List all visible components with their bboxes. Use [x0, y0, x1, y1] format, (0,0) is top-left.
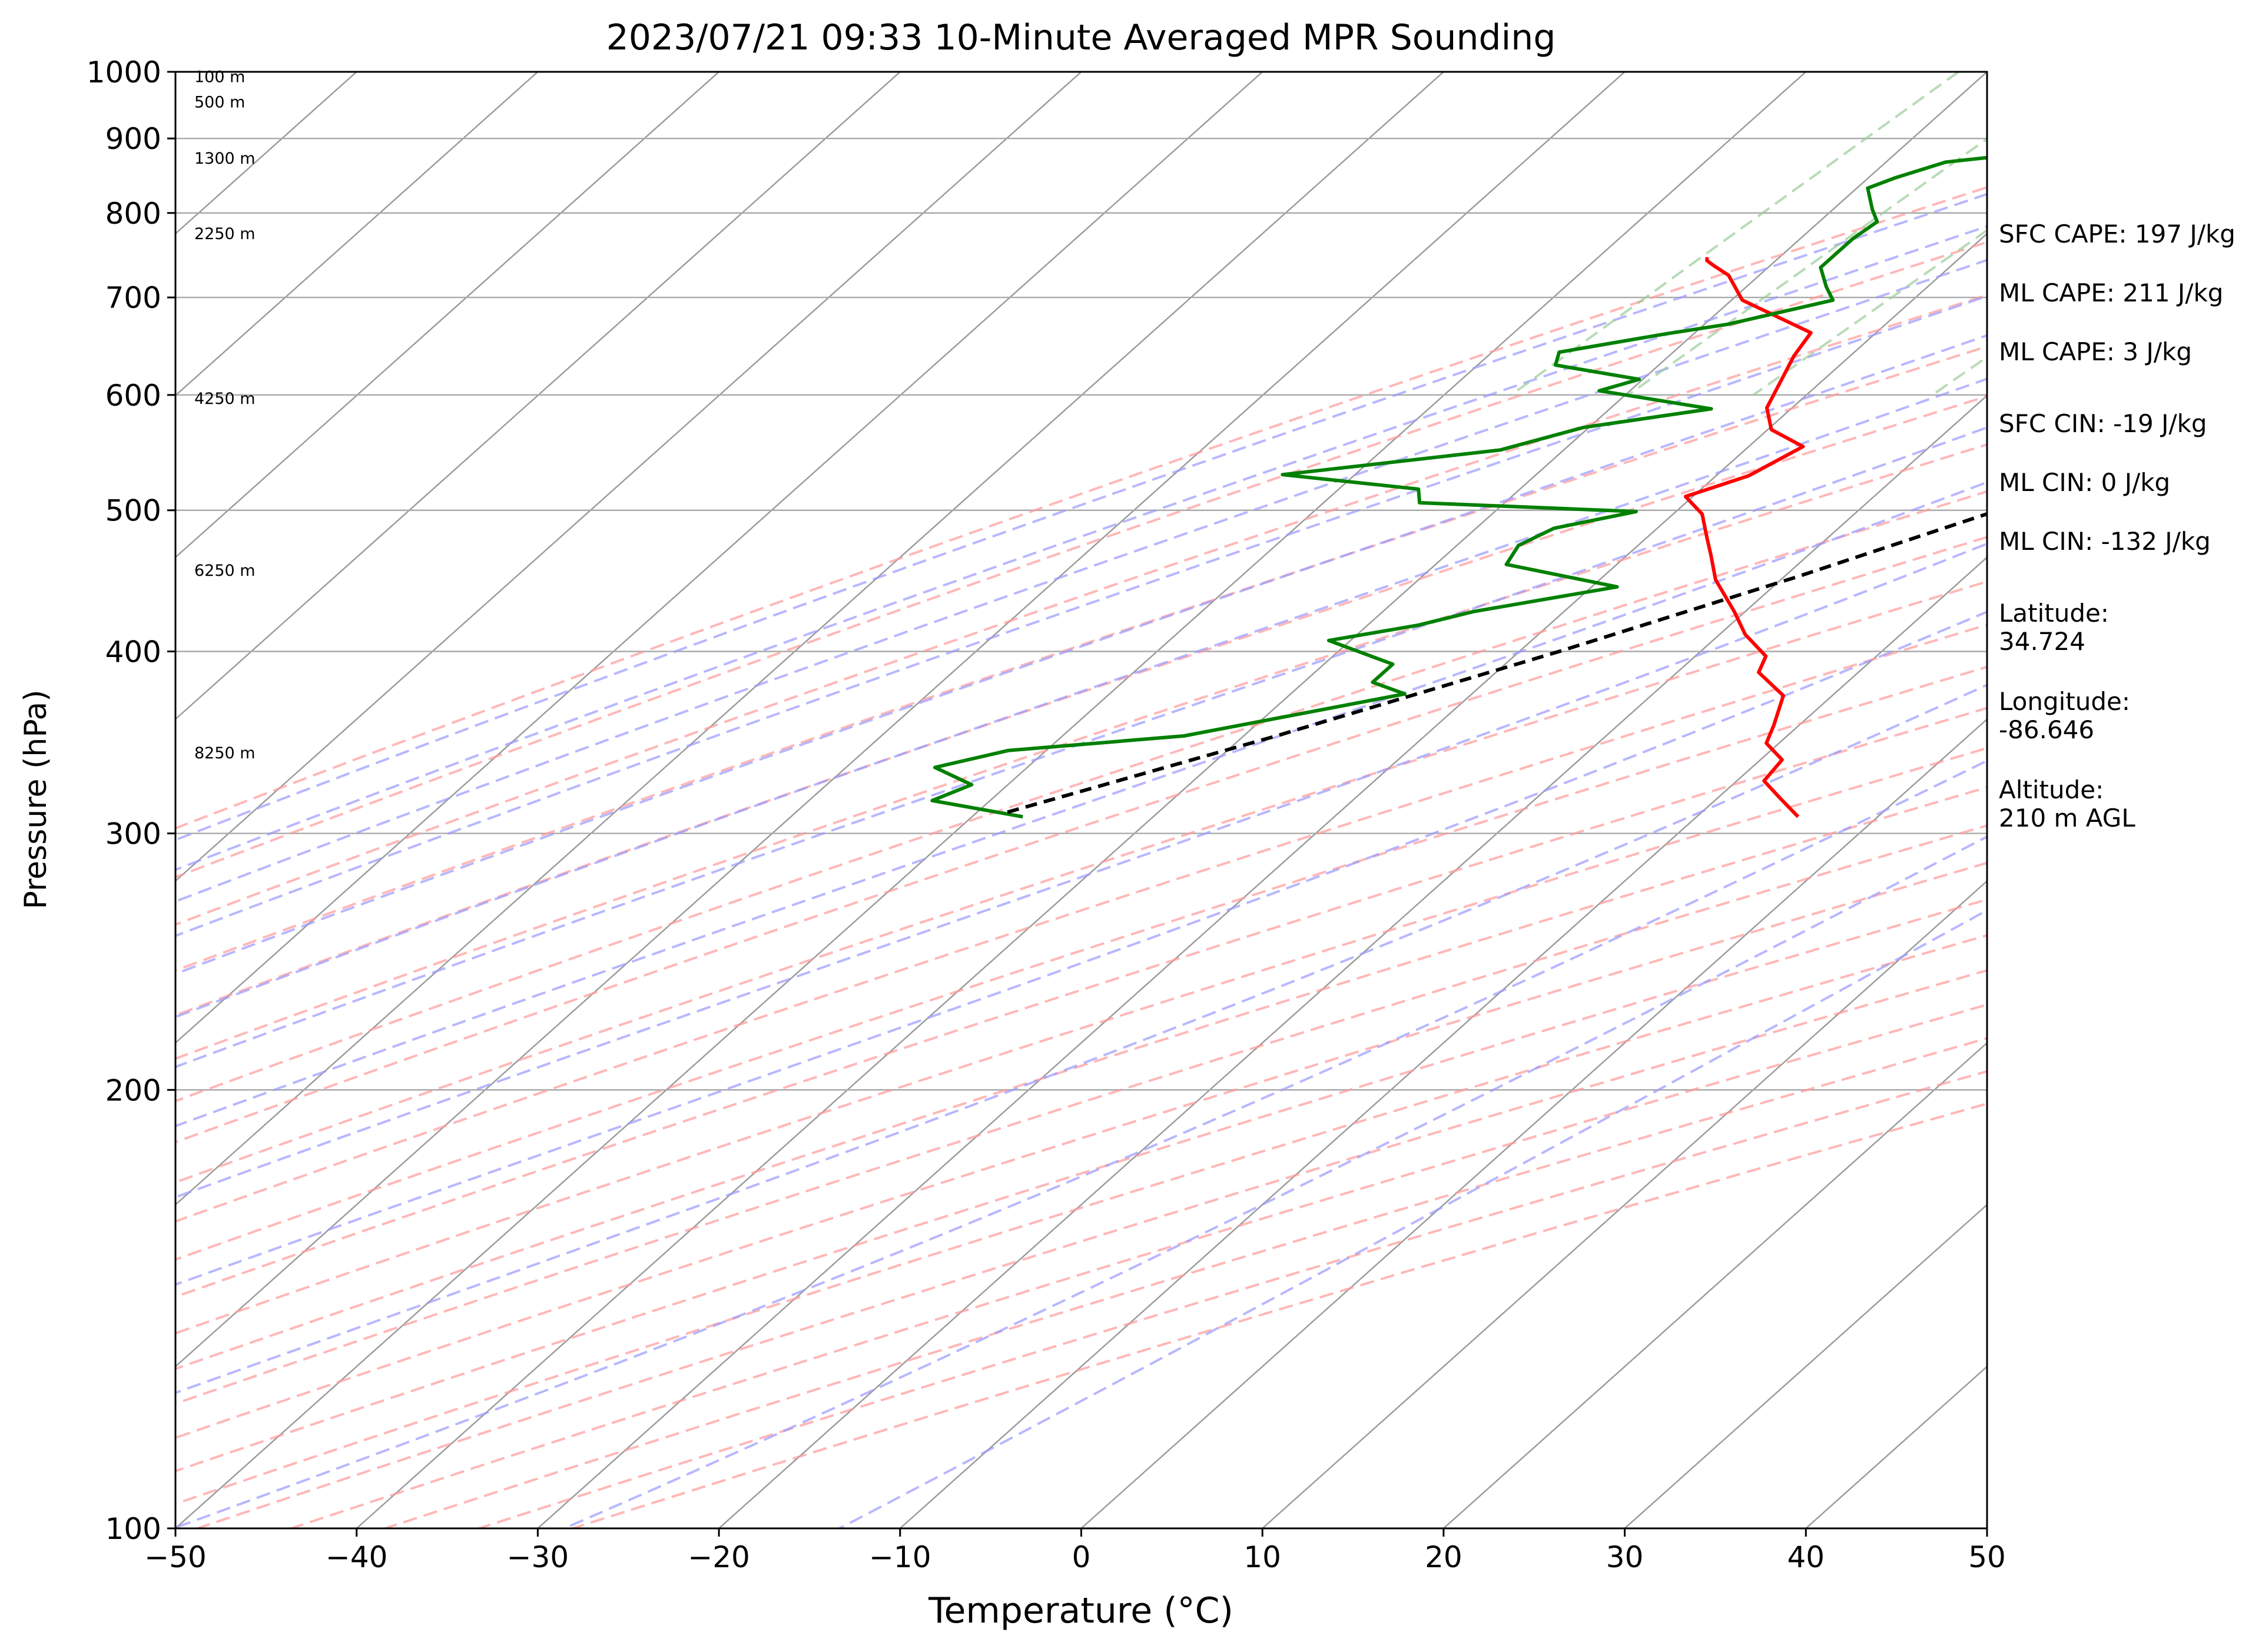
mixing-ratio-line	[1753, 228, 1987, 396]
dry-adiabat-line	[175, 580, 1987, 1184]
moist-adiabat-line	[175, 759, 1987, 1528]
y-tick-label: 1000	[87, 55, 161, 89]
x-tick-label: 0	[1072, 1540, 1091, 1574]
altitude-value: 210 m AGL	[1999, 804, 2135, 832]
isotherm-line	[1443, 1041, 1987, 1528]
y-tick-label: 100	[105, 1512, 161, 1546]
isotherm-line	[175, 72, 1807, 1528]
isotherm-line	[175, 72, 539, 397]
y-tick-label: 700	[105, 281, 161, 315]
longitude-label: Longitude:	[1999, 687, 2131, 716]
y-axis-label: Pressure (hPa)	[18, 690, 54, 910]
ml-cape-text: ML CAPE: 211 J/kg	[1999, 278, 2224, 307]
y-tick-label: 200	[105, 1073, 161, 1107]
dry-adiabat-line	[175, 706, 1987, 1298]
dewpoint-profile-line	[930, 155, 1987, 819]
isotherm-line	[175, 72, 1444, 1206]
temperature-profile-line	[1683, 257, 1813, 818]
x-tick-label: −30	[507, 1540, 569, 1574]
height-label: 500 m	[194, 94, 245, 112]
ml-cin-text: ML CIN: 0 J/kg	[1999, 468, 2171, 497]
longitude-value: -86.646	[1999, 715, 2095, 744]
mixing-ratio-line	[1510, 72, 1959, 396]
x-tick-label: −20	[688, 1540, 750, 1574]
sfc-cape-text: SFC CAPE: 197 J/kg	[1999, 220, 2236, 248]
dry-adiabat-line	[175, 345, 1987, 972]
height-label: 100 m	[194, 68, 245, 87]
x-tick-label: 30	[1606, 1540, 1644, 1574]
y-tick-label: 900	[105, 122, 161, 156]
height-label: 4250 m	[194, 390, 256, 408]
height-label: 2250 m	[194, 225, 256, 243]
x-tick-label: 10	[1243, 1540, 1281, 1574]
x-tick-label: 20	[1425, 1540, 1462, 1574]
dry-adiabat-line	[175, 861, 1987, 1439]
dry-adiabat-line	[175, 443, 1987, 1060]
dry-adiabat-line	[175, 623, 1987, 1223]
isotherm-line	[1080, 718, 1987, 1528]
height-label: 6250 m	[194, 562, 256, 580]
moist-adiabat-line	[175, 377, 1987, 1019]
isotherm-line	[537, 233, 1987, 1528]
x-axis-label: Temperature (°C)	[928, 1590, 1233, 1631]
mixing-ratio-line	[1627, 137, 1987, 396]
latitude-label: Latitude:	[1999, 599, 2110, 628]
moist-adiabat-line	[175, 334, 1987, 976]
y-tick-label: 400	[105, 635, 161, 669]
height-label: 1300 m	[194, 150, 256, 168]
sfc-cin-text: SFC CIN: -19 J/kg	[1999, 409, 2207, 438]
y-tick-label: 300	[105, 817, 161, 851]
y-tick-label: 600	[105, 379, 161, 413]
altitude-label: Altitude:	[1999, 775, 2104, 804]
x-tick-label: −40	[326, 1540, 388, 1574]
x-tick-label: 50	[1968, 1540, 2006, 1574]
moist-adiabat-line	[175, 225, 1987, 871]
isotherm-line	[1262, 880, 1987, 1528]
y-tick-label: 500	[105, 494, 161, 528]
dry-adiabat-line	[175, 747, 1987, 1335]
dry-adiabat-line	[175, 241, 1987, 878]
isotherm-line	[175, 72, 1626, 1368]
dry-adiabat-line	[175, 490, 1987, 1103]
moist-adiabat-line	[175, 294, 1987, 937]
y-tick-label: 800	[105, 197, 161, 231]
sounding-info-panel: SFC CAPE: 197 J/kg ML CAPE: 211 J/kg ML …	[1999, 0, 2258, 1652]
ml-cape-text-2: ML CAPE: 3 J/kg	[1999, 337, 2193, 366]
x-tick-label: 40	[1787, 1540, 1825, 1574]
isotherm-line	[900, 556, 1987, 1528]
moist-adiabat-line	[175, 426, 1987, 1069]
x-tick-label: −50	[144, 1540, 207, 1574]
chart-title: 2023/07/21 09:33 10-Minute Averaged MPR …	[606, 17, 1556, 58]
isotherm-line	[718, 394, 1987, 1528]
isotherm-line	[1624, 1203, 1987, 1528]
isotherm-line	[175, 72, 1082, 883]
dry-adiabat-line	[175, 898, 1987, 1472]
moist-adiabat-line	[838, 908, 1987, 1528]
x-tick-label: −10	[869, 1540, 931, 1574]
dry-adiabat-line	[175, 294, 1987, 926]
ml-cin-text-2: ML CIN: -132 J/kg	[1999, 527, 2211, 556]
height-label: 8250 m	[194, 744, 256, 762]
moist-adiabat-line	[175, 193, 1987, 841]
latitude-value: 34.724	[1999, 627, 2085, 656]
isotherm-line	[175, 72, 901, 721]
isotherm-line	[175, 72, 719, 559]
dry-adiabat-line	[175, 824, 1987, 1405]
